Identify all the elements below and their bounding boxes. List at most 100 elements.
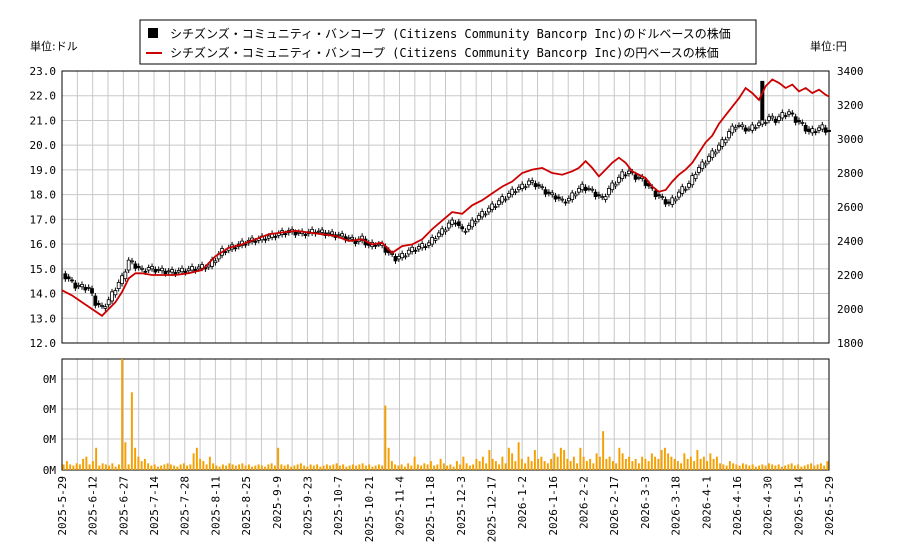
- volume-bar: [195, 447, 198, 470]
- candle-body: [133, 263, 138, 269]
- volume-bar: [345, 466, 348, 470]
- x-axis-tick: 2025-8-25: [240, 476, 253, 536]
- volume-bar: [563, 450, 566, 470]
- candle-body: [423, 246, 428, 248]
- candle-body: [460, 226, 465, 230]
- volume-panel: 0M 0M 0M 0M: [43, 358, 830, 477]
- candle-body: [546, 191, 551, 194]
- candle-body: [113, 290, 118, 296]
- candle-body: [566, 197, 571, 202]
- candle-body: [126, 259, 131, 271]
- candle-body: [620, 171, 625, 179]
- candle-body: [476, 215, 481, 220]
- volume-bar: [556, 456, 559, 470]
- volume-bar: [738, 465, 741, 470]
- candle-body: [130, 260, 134, 263]
- volume-bar: [780, 466, 783, 470]
- candle-body: [453, 222, 458, 225]
- volume-bar: [637, 463, 640, 470]
- volume-bar: [290, 466, 293, 470]
- candle-body: [513, 191, 518, 194]
- volume-bar: [82, 458, 85, 470]
- volume-bar: [751, 464, 754, 470]
- x-axis-labels: 2025-5-29 2025-6-12 2025-6-27 2025-7-14 2025…: [56, 476, 836, 543]
- candle-body: [827, 129, 831, 132]
- candle-body: [186, 268, 191, 272]
- right-axis-tick: 2800: [837, 167, 864, 180]
- volume-bar: [351, 464, 354, 470]
- volume-bar: [78, 464, 81, 470]
- candle-body: [436, 232, 441, 238]
- candle-body: [737, 125, 741, 127]
- volume-bar: [108, 465, 111, 470]
- volume-bar: [745, 464, 748, 470]
- volume-bar: [270, 463, 273, 470]
- candle-body: [797, 120, 801, 123]
- volume-bar: [186, 465, 189, 470]
- volume-bar: [816, 464, 819, 470]
- volume-bar: [608, 456, 611, 470]
- candle-body: [73, 282, 78, 289]
- volume-bar: [140, 461, 143, 470]
- left-axis-tick: 17.0: [30, 213, 57, 226]
- candle-body: [76, 285, 81, 287]
- volume-bar: [312, 465, 315, 470]
- left-axis-tick: 13.0: [30, 312, 57, 325]
- right-axis-tick: 2000: [837, 303, 864, 316]
- candle-body: [316, 230, 321, 233]
- volume-bar: [361, 463, 364, 470]
- volume-bar: [709, 453, 712, 470]
- volume-bar: [156, 466, 159, 470]
- volume-bar: [368, 464, 371, 470]
- volume-bar: [488, 450, 491, 470]
- left-axis-tick: 14.0: [30, 288, 57, 301]
- candle-body: [627, 170, 631, 175]
- x-axis-tick: 2025-10-21: [363, 476, 376, 542]
- volume-bar: [88, 464, 91, 470]
- volume-bar: [826, 461, 829, 470]
- volume-bar: [137, 456, 140, 470]
- volume-bar: [433, 465, 436, 470]
- volume-bar: [527, 456, 530, 470]
- volume-bar: [615, 463, 618, 470]
- volume-bar: [572, 456, 575, 470]
- x-axis-tick: 2026-4-1: [700, 476, 713, 529]
- candle-body: [637, 176, 641, 179]
- left-axis-unit: 単位:ドル: [30, 39, 78, 53]
- right-axis-tick: 2600: [837, 201, 864, 214]
- candle-body: [400, 253, 405, 259]
- candle-body: [590, 188, 595, 191]
- candle-body: [703, 162, 708, 166]
- volume-bar: [267, 464, 270, 470]
- volume-bar: [153, 464, 156, 470]
- volume-bar: [147, 463, 150, 470]
- candle-body: [90, 288, 94, 294]
- volume-bar: [134, 447, 137, 470]
- candle-body: [576, 188, 581, 193]
- volume-bar: [771, 464, 774, 470]
- volume-bar: [98, 465, 101, 470]
- candle-body: [426, 242, 431, 246]
- volume-bar: [741, 463, 744, 470]
- volume-bar: [455, 461, 458, 470]
- volume-bar: [95, 447, 98, 470]
- candle-body: [753, 126, 758, 129]
- volume-bar: [280, 464, 283, 470]
- candle-body: [80, 283, 84, 288]
- candle-body: [123, 271, 128, 280]
- candle-body: [120, 275, 124, 285]
- volume-bar: [797, 464, 800, 470]
- x-axis-tick: 2025-12-3: [455, 476, 468, 536]
- volume-bar: [787, 464, 790, 470]
- volume-bar: [624, 458, 627, 470]
- volume-bar: [218, 466, 221, 470]
- candle-body: [140, 267, 144, 270]
- volume-bar: [598, 456, 601, 470]
- x-axis-tick: 2025-7-14: [148, 476, 161, 536]
- candle-body: [697, 167, 701, 173]
- volume-bar: [342, 464, 345, 470]
- candle-body: [473, 220, 478, 224]
- candle-body: [173, 272, 178, 275]
- volume-bar: [696, 450, 699, 470]
- candle-body: [807, 128, 811, 132]
